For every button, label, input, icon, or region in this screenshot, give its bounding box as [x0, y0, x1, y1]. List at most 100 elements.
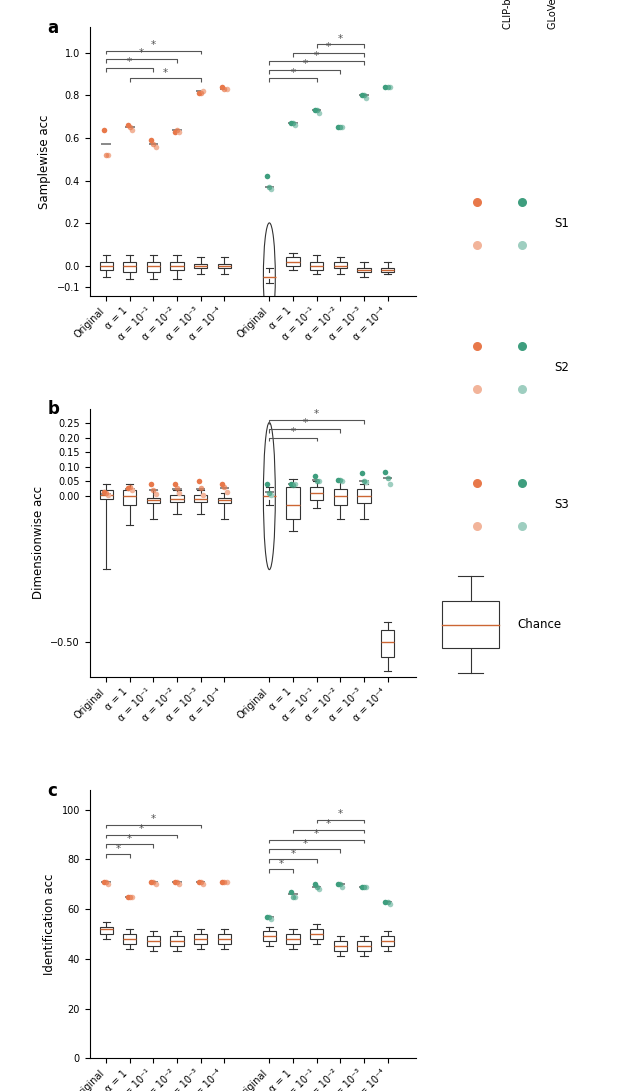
Bar	[218, 497, 231, 503]
Point	[359, 87, 369, 105]
Point	[193, 85, 204, 103]
Point	[314, 472, 324, 490]
Point	[264, 908, 275, 925]
Point	[101, 146, 111, 164]
Point	[361, 878, 371, 896]
Point	[516, 193, 527, 211]
Point	[174, 123, 184, 141]
Bar	[218, 934, 231, 944]
Point	[333, 471, 343, 489]
Point	[472, 473, 482, 491]
Bar	[286, 934, 300, 944]
Text: *: *	[151, 814, 156, 824]
Bar	[170, 262, 184, 271]
Point	[383, 469, 393, 487]
Text: *: *	[163, 68, 168, 77]
Point	[99, 121, 109, 139]
Text: *: *	[302, 839, 307, 849]
Point	[264, 178, 275, 195]
Point	[472, 337, 482, 355]
Point	[288, 477, 298, 494]
Point	[221, 483, 232, 501]
Point	[148, 135, 159, 153]
Point	[123, 117, 133, 134]
Text: *: *	[326, 43, 331, 52]
Point	[198, 83, 208, 100]
Point	[312, 472, 322, 490]
Point	[309, 101, 319, 119]
Point	[312, 101, 322, 119]
Point	[217, 475, 227, 492]
Text: *: *	[326, 819, 331, 829]
Point	[361, 473, 371, 491]
Point	[221, 81, 232, 98]
Point	[290, 117, 300, 134]
Point	[198, 485, 208, 503]
Point	[285, 883, 296, 900]
Point	[146, 873, 156, 890]
Point	[516, 337, 527, 355]
Text: *: *	[302, 418, 307, 428]
Text: S1: S1	[555, 217, 570, 230]
Text: GLoVe-based semantic space: GLoVe-based semantic space	[548, 0, 559, 29]
Bar	[100, 926, 113, 934]
Text: *: *	[139, 824, 144, 834]
Point	[217, 873, 227, 890]
Point	[385, 896, 395, 913]
Bar	[263, 932, 276, 942]
Point	[288, 115, 298, 132]
Point	[288, 888, 298, 906]
Point	[146, 132, 156, 149]
Point	[266, 910, 276, 927]
Point	[221, 873, 232, 890]
Text: *: *	[291, 68, 296, 77]
Point	[125, 479, 135, 496]
Point	[516, 473, 527, 491]
Y-axis label: Samplewise acc: Samplewise acc	[38, 115, 51, 208]
Bar	[357, 489, 371, 503]
Bar	[194, 264, 207, 268]
Bar	[147, 936, 160, 946]
Point	[361, 88, 371, 106]
Point	[266, 485, 276, 503]
Point	[196, 479, 206, 496]
Bar	[194, 934, 207, 944]
Bar	[442, 601, 499, 648]
Point	[148, 481, 159, 499]
Point	[127, 481, 137, 499]
Point	[312, 878, 322, 896]
Point	[264, 483, 275, 501]
Point	[103, 146, 113, 164]
Point	[516, 237, 527, 254]
Text: S2: S2	[555, 361, 570, 374]
Point	[266, 180, 276, 197]
Point	[196, 85, 206, 103]
Point	[170, 873, 180, 890]
Bar	[147, 262, 160, 273]
Point	[123, 479, 133, 496]
Point	[174, 875, 184, 892]
Point	[148, 873, 159, 890]
Y-axis label: Dimensionwise acc: Dimensionwise acc	[32, 487, 45, 599]
Text: *: *	[338, 34, 343, 44]
Point	[103, 875, 113, 892]
Point	[516, 517, 527, 535]
Point	[150, 137, 161, 155]
Point	[198, 875, 208, 892]
Bar	[123, 262, 136, 273]
Point	[127, 121, 137, 139]
Point	[385, 476, 395, 493]
Point	[472, 237, 482, 254]
Point	[285, 115, 296, 132]
Bar	[147, 497, 160, 503]
Bar	[218, 264, 231, 268]
Point	[220, 479, 230, 496]
Text: *: *	[139, 48, 144, 59]
Point	[290, 888, 300, 906]
Text: *: *	[151, 40, 156, 50]
Point	[170, 475, 180, 492]
Bar	[170, 494, 184, 502]
Y-axis label: Identification acc: Identification acc	[43, 873, 56, 974]
Point	[196, 873, 206, 890]
Point	[356, 878, 367, 896]
